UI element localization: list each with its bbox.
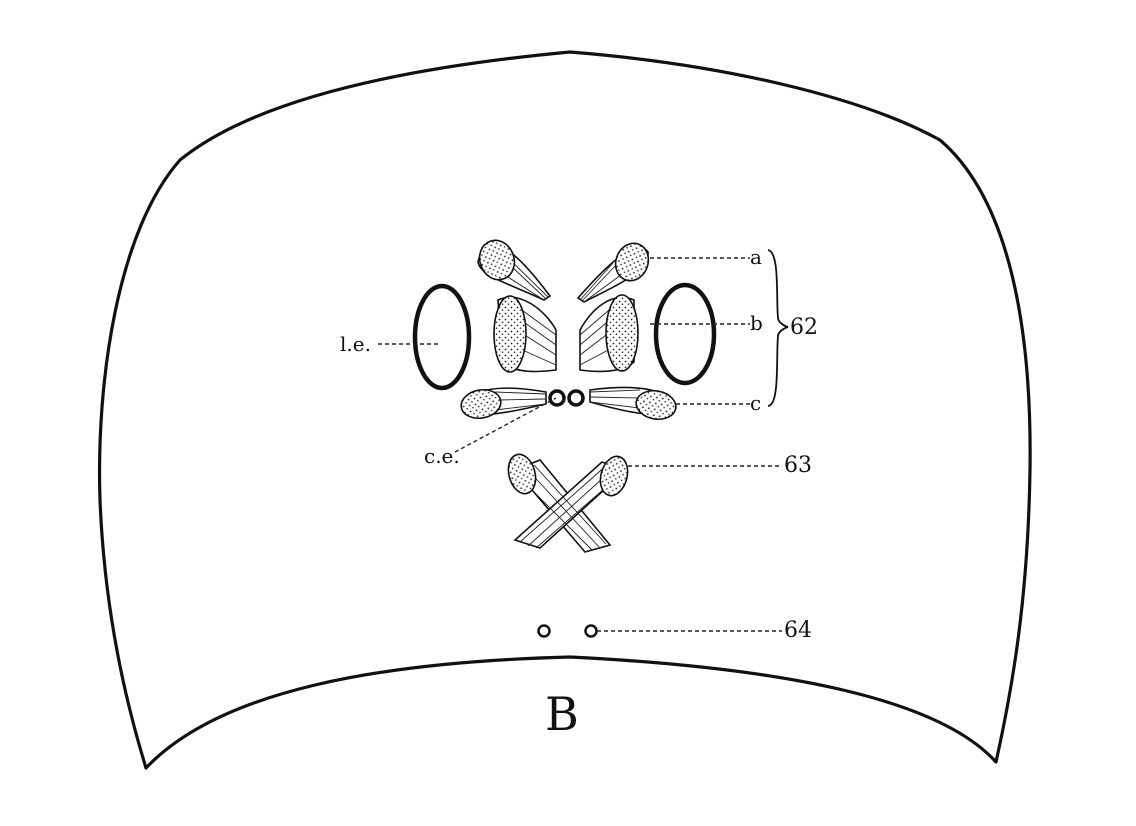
- muscle-63-crossing: [507, 453, 629, 553]
- brace-62: [767, 249, 789, 407]
- pore-right: [584, 624, 598, 638]
- right-lateral-eye: [653, 282, 717, 386]
- leader-ce: [454, 397, 557, 453]
- muscle-a-left: [477, 239, 552, 301]
- label-62: 62: [790, 315, 818, 340]
- muscle-a-right: [576, 242, 650, 303]
- figure-letter: B: [545, 687, 579, 741]
- label-a: a: [750, 245, 762, 269]
- muscle-b-left: [493, 295, 557, 373]
- pore-left: [537, 624, 551, 638]
- muscle-c-left: [460, 387, 547, 420]
- label-c: c: [750, 391, 761, 415]
- label-b: b: [750, 311, 763, 335]
- muscle-b-right: [579, 294, 639, 373]
- label-lateral-eye: l.e.: [340, 332, 371, 356]
- left-lateral-eye: [412, 283, 472, 391]
- label-central-eye: c.e.: [424, 444, 460, 468]
- central-eye-left: [548, 389, 566, 407]
- muscle-c-right: [589, 386, 677, 421]
- label-64: 64: [784, 618, 812, 643]
- central-eye-right: [567, 389, 585, 407]
- carapace-outline: [97, 50, 1032, 770]
- label-63: 63: [784, 453, 812, 478]
